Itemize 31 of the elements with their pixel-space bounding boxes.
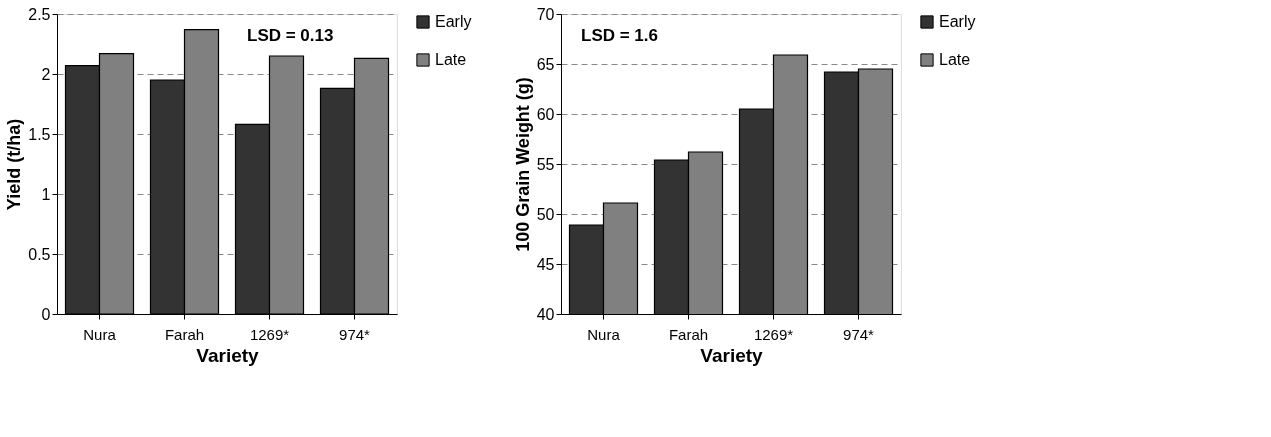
x-tick-label: 1269*: [249, 325, 290, 343]
legend-label: Late: [939, 51, 971, 68]
y-tick-label: 2: [41, 65, 51, 83]
x-tick-label: Farah: [164, 325, 205, 343]
legend-label: Early: [939, 13, 976, 30]
y-tick-label: 0: [41, 305, 51, 323]
y-tick-label: 0.5: [28, 245, 51, 263]
y-axis-title: 100 Grain Weight (g): [512, 77, 533, 252]
y-axis-title: Yield (t/ha): [4, 118, 25, 211]
y-tick-label: 2.5: [28, 5, 51, 23]
y-tick-label: 55: [536, 155, 555, 173]
y-tick-label: 65: [536, 55, 555, 73]
y-tick-label: 1: [41, 185, 51, 203]
x-tick-label: 974*: [843, 325, 875, 343]
x-tick-label: Farah: [668, 325, 709, 343]
y-tick-label: 70: [536, 5, 555, 23]
legend-label: Late: [435, 51, 467, 68]
x-tick-label: 1269*: [753, 325, 794, 343]
x-axis-title: Variety: [196, 344, 260, 366]
legend-label: Early: [435, 13, 472, 30]
x-tick-label: 974*: [339, 325, 371, 343]
annotation: LSD = 0.13: [247, 26, 334, 45]
x-axis-title: Variety: [700, 344, 764, 366]
y-tick-label: 40: [536, 305, 555, 323]
x-tick-label: Nura: [83, 325, 117, 343]
y-tick-label: 60: [536, 105, 555, 123]
y-tick-label: 1.5: [28, 125, 51, 143]
x-tick-label: Nura: [587, 325, 621, 343]
annotation: LSD = 1.6: [581, 26, 659, 45]
y-tick-label: 50: [536, 205, 555, 223]
y-tick-label: 45: [536, 255, 555, 273]
